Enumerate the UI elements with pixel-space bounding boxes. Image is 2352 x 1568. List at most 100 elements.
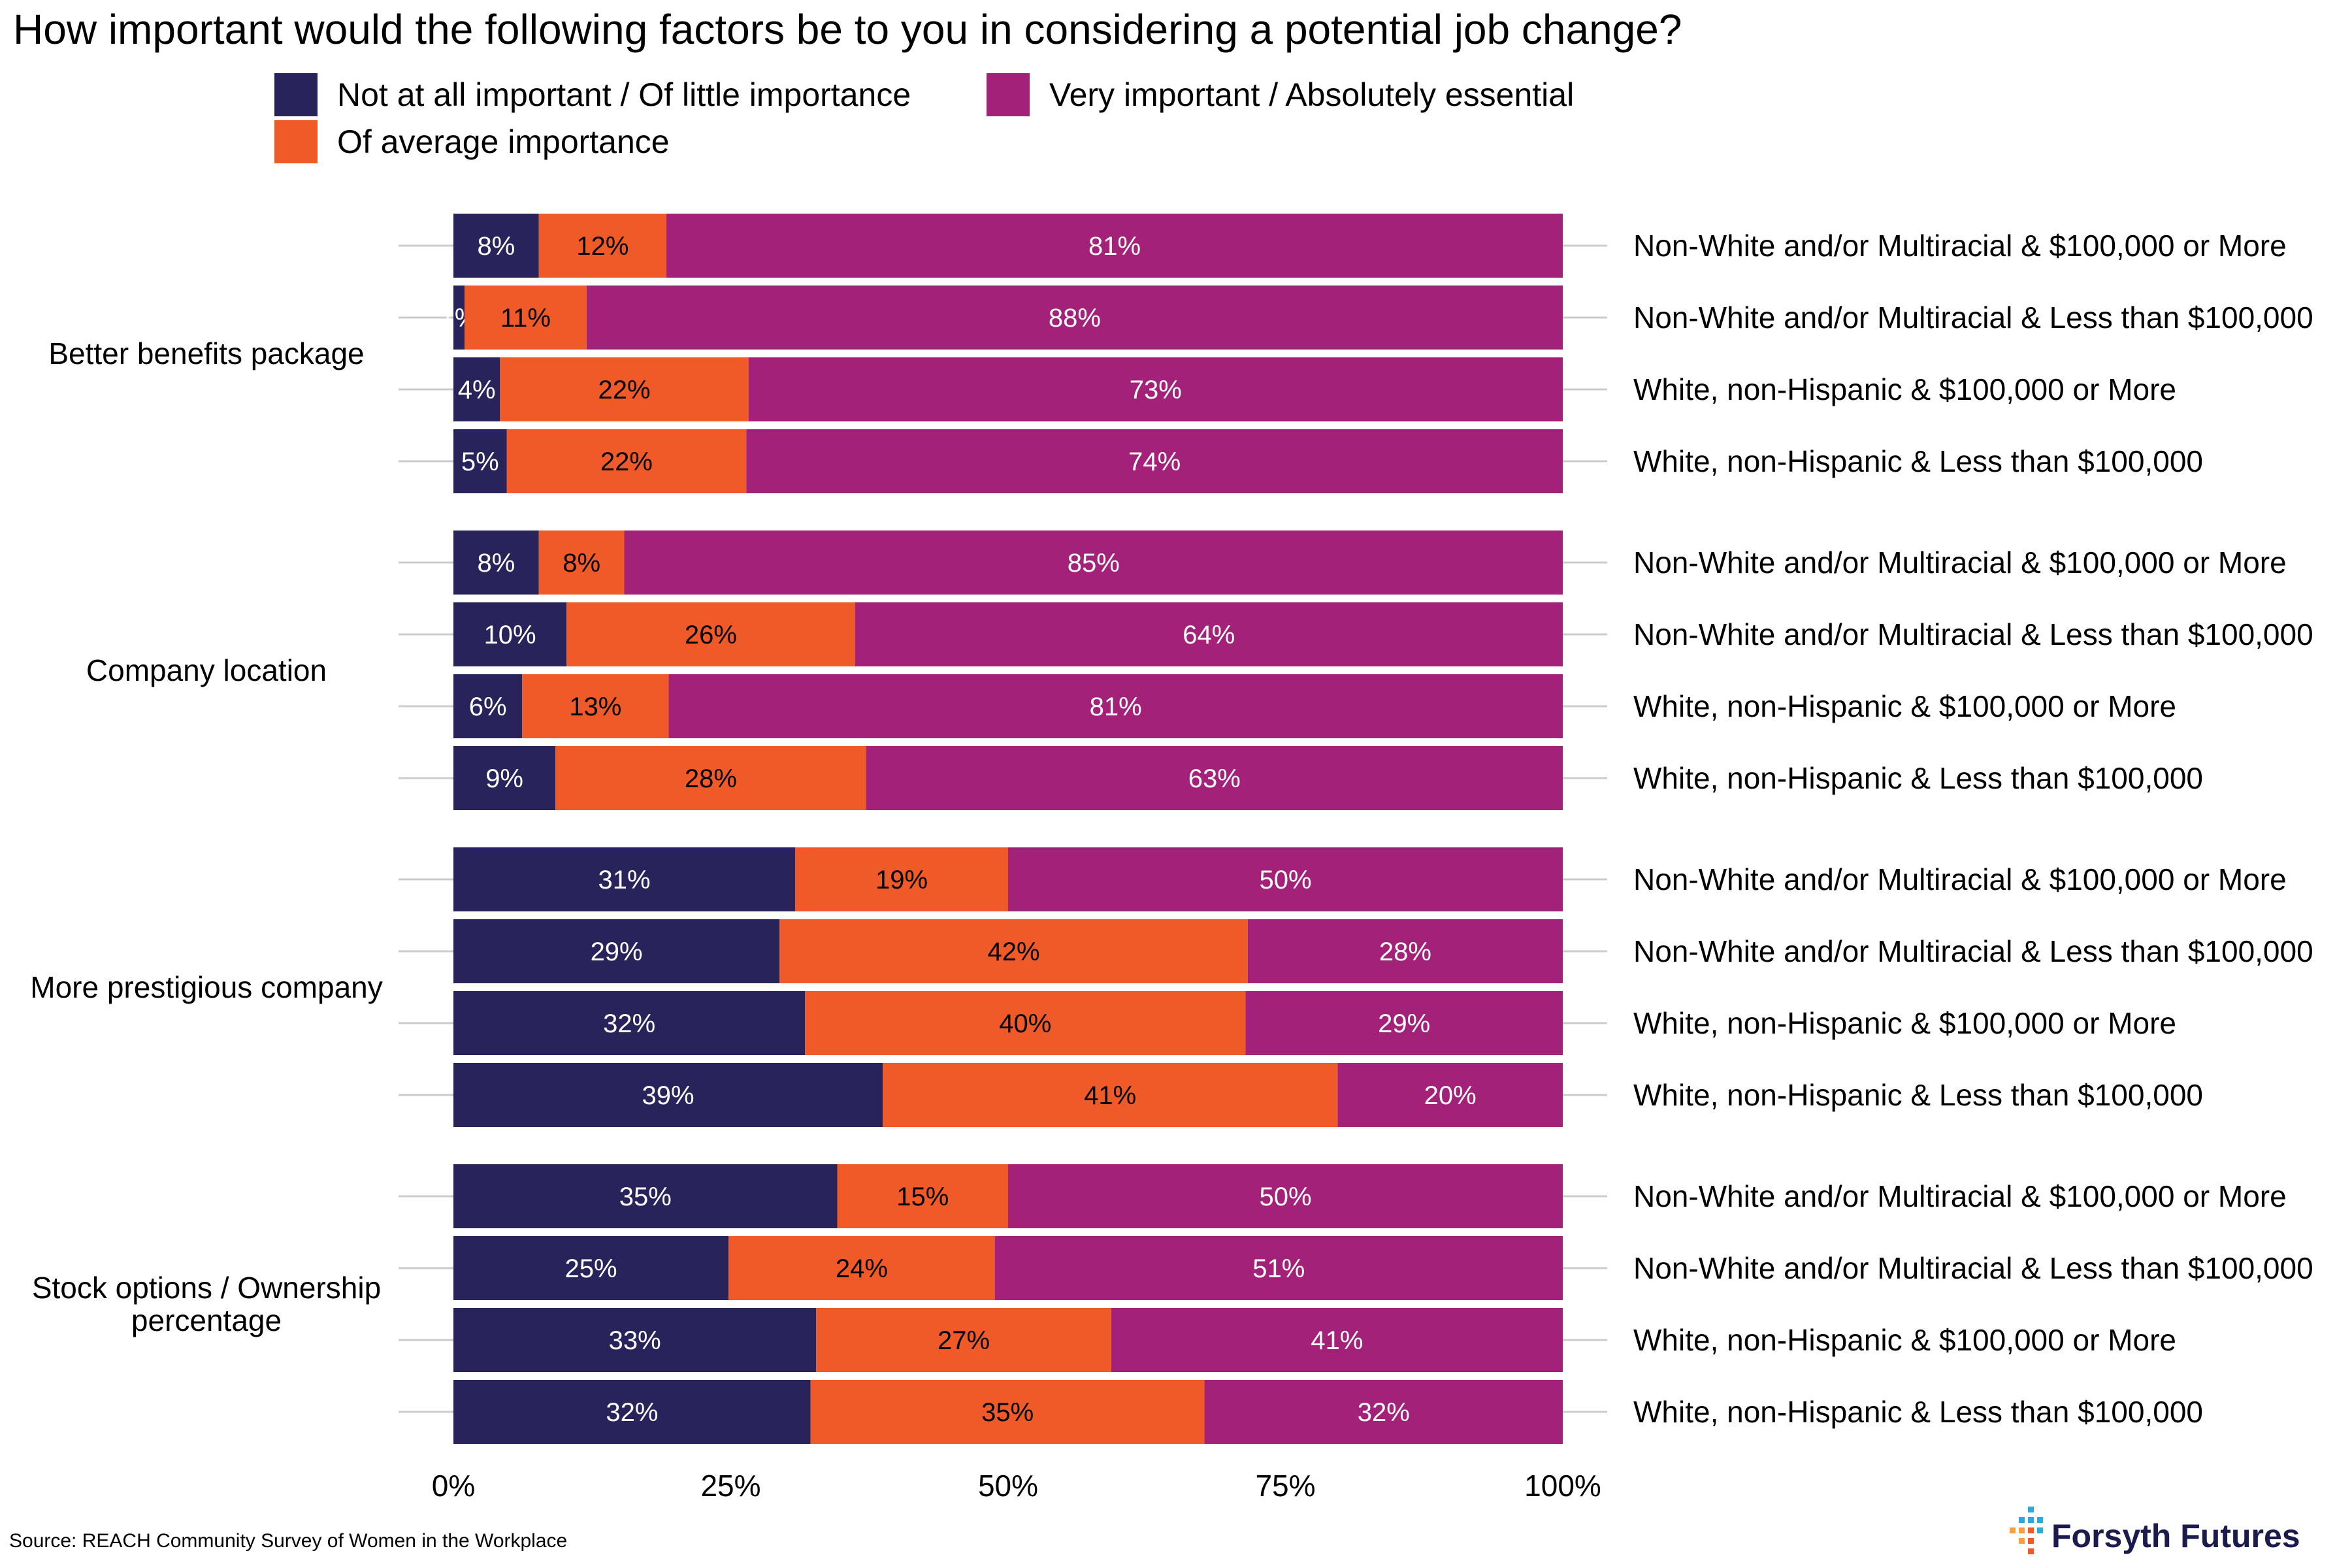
data-label: 81% (1088, 232, 1141, 261)
group-label: More prestigious company (30, 970, 382, 1004)
bar-segment (453, 1236, 729, 1300)
bar-segment (1337, 1063, 1563, 1127)
data-label: 81% (1090, 693, 1142, 721)
row-label: Non-White and/or Multiracial & $100,000 … (1633, 1179, 2287, 1213)
data-label: 15% (896, 1183, 949, 1211)
data-label: 13% (569, 693, 621, 721)
x-tick-label: 50% (978, 1469, 1038, 1503)
data-label: 22% (598, 376, 650, 404)
bar-segment (453, 286, 465, 350)
group-label: Better benefits package (48, 336, 364, 370)
data-label: 63% (1188, 764, 1241, 793)
row-label: White, non-Hispanic & $100,000 or More (1633, 1323, 2176, 1357)
row-label: White, non-Hispanic & Less than $100,000 (1633, 761, 2203, 795)
legend-item: Not at all important / Of little importa… (274, 73, 911, 116)
row-label: Non-White and/or Multiracial & Less than… (1633, 301, 2313, 335)
bar-segment (453, 1380, 811, 1444)
data-label: 42% (987, 938, 1039, 966)
bar-segment (453, 1308, 817, 1372)
data-label: 11% (500, 304, 551, 333)
data-label: 6% (469, 693, 507, 721)
row-label: White, non-Hispanic & Less than $100,000 (1633, 1395, 2203, 1429)
legend-item: Of average importance (274, 120, 670, 163)
data-label: 31% (598, 866, 650, 894)
bar-segment (779, 919, 1248, 983)
bar-segment (453, 674, 523, 738)
x-tick-label: 0% (432, 1469, 475, 1503)
data-label: 32% (606, 1398, 658, 1427)
data-label: 51% (1252, 1254, 1305, 1283)
bar-segment (453, 847, 795, 911)
row-label: White, non-Hispanic & $100,000 or More (1633, 1006, 2176, 1040)
legend-label: Of average importance (337, 123, 670, 160)
row-label: Non-White and/or Multiracial & Less than… (1633, 1251, 2313, 1285)
bar-segment (810, 1380, 1205, 1444)
data-label: 27% (938, 1326, 990, 1355)
data-label: 4% (458, 376, 496, 404)
x-tick-label: 100% (1524, 1469, 1601, 1503)
data-label: 20% (1424, 1081, 1477, 1110)
data-label: 85% (1068, 549, 1120, 578)
bar-segment (1008, 1164, 1563, 1228)
legend-swatch (987, 73, 1030, 116)
bar-segment (566, 602, 855, 666)
legend-swatch (274, 120, 318, 163)
legend-swatch (274, 73, 318, 116)
x-tick-label: 75% (1255, 1469, 1315, 1503)
data-label: 8% (477, 232, 515, 261)
bar-segment (464, 286, 587, 350)
row-label: White, non-Hispanic & Less than $100,000 (1633, 1078, 2203, 1112)
bar-segment (1008, 847, 1563, 911)
bar-segment (805, 991, 1246, 1055)
bar-segment (668, 674, 1563, 738)
data-label: 40% (999, 1009, 1051, 1038)
row-label: Non-White and/or Multiracial & Less than… (1633, 934, 2313, 968)
data-label: 28% (685, 764, 737, 793)
data-label: 74% (1128, 448, 1181, 476)
bar-segment (453, 991, 806, 1055)
row-label: White, non-Hispanic & $100,000 or More (1633, 689, 2176, 723)
row-label: Non-White and/or Multiracial & Less than… (1633, 617, 2313, 651)
bar-segment (500, 357, 749, 421)
data-label: 28% (1379, 938, 1431, 966)
logo-mark-icon (2010, 1507, 2043, 1554)
chart-title: How important would the following factor… (13, 6, 1682, 53)
row-label: Non-White and/or Multiracial & $100,000 … (1633, 546, 2287, 580)
bar-segment (728, 1236, 995, 1300)
data-label: 22% (600, 448, 653, 476)
bar-segment (1204, 1380, 1563, 1444)
group-label: Company location (86, 653, 327, 687)
bar-segment (453, 919, 780, 983)
row-label: Non-White and/or Multiracial & $100,000 … (1633, 862, 2287, 896)
bar-segment (453, 1164, 838, 1228)
bar-segment (453, 429, 507, 493)
bar-segment (538, 531, 625, 595)
bar-segment (453, 214, 539, 278)
group-label: Stock options / Ownership percentage (32, 1271, 381, 1337)
data-label: 50% (1259, 866, 1311, 894)
bar-segment (994, 1236, 1563, 1300)
bar-segment (1111, 1308, 1563, 1372)
bar-segment (666, 214, 1563, 278)
data-label: 41% (1311, 1326, 1363, 1355)
data-label: 39% (642, 1081, 694, 1110)
data-label: 33% (609, 1326, 661, 1355)
data-label: 9% (485, 764, 523, 793)
bar-segment (453, 1063, 883, 1127)
bar-segment (453, 357, 500, 421)
x-tick-label: 25% (700, 1469, 760, 1503)
data-label: 8% (477, 549, 515, 578)
bar-segment (1245, 991, 1563, 1055)
data-label: 50% (1259, 1183, 1311, 1211)
data-label: 26% (685, 621, 737, 649)
row-label: White, non-Hispanic & Less than $100,000 (1633, 444, 2203, 478)
bar-segment (837, 1164, 1008, 1228)
data-label: 64% (1183, 621, 1235, 649)
bar-segment (866, 746, 1563, 810)
bar-segment (522, 674, 669, 738)
data-label: 73% (1130, 376, 1182, 404)
data-label: 29% (591, 938, 643, 966)
data-label: 12% (576, 232, 629, 261)
bar-segment (506, 429, 747, 493)
data-label: 35% (619, 1183, 672, 1211)
